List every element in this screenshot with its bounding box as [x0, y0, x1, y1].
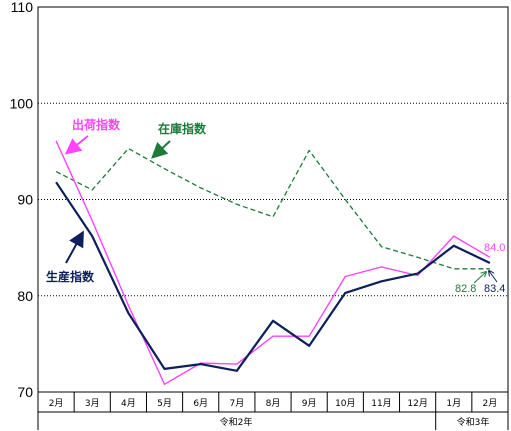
x-tick-label: 12月 [407, 398, 427, 409]
data-series [55, 140, 491, 385]
y-axis-ticks: 70 80 90 100 110 [10, 0, 34, 400]
x-tick-label: 11月 [371, 398, 391, 409]
end-value-shipment: 84.0 [484, 242, 505, 254]
era-label-reiwa2: 令和2年 [220, 416, 253, 428]
series-line-inventory [55, 147, 490, 270]
callout-production-label: 生産指数 [46, 269, 95, 284]
series-line-shipment [55, 140, 491, 385]
end-arrow-inventory [473, 272, 486, 284]
x-tick-label: 7月 [229, 398, 244, 409]
y-tick-label: 100 [10, 95, 34, 111]
grid-lines [37, 6, 509, 393]
x-tick-label: 6月 [193, 398, 208, 409]
callout-inventory-arrow [151, 140, 171, 159]
era-label-reiwa3: 令和3年 [457, 416, 490, 428]
y-tick-label: 70 [17, 384, 33, 400]
y-tick-label: 110 [11, 0, 34, 15]
series-line-production [55, 181, 491, 372]
x-tick-label: 9月 [302, 398, 317, 409]
y-tick-label: 80 [17, 288, 33, 304]
callout-production-arrow [65, 230, 84, 264]
x-tick-label: 2月 [49, 398, 64, 409]
end-value-inventory: 82.8 [455, 283, 476, 295]
callout-shipment-label: 出荷指数 [72, 117, 121, 132]
x-tick-label: 4月 [121, 398, 136, 409]
callout-inventory-label: 在庫指数 [158, 121, 207, 136]
x-tick-label: 1月 [446, 398, 461, 409]
plot-frame [37, 6, 509, 393]
x-tick-label: 8月 [266, 398, 281, 409]
x-tick-label: 10月 [335, 398, 355, 409]
end-arrow-production [489, 271, 498, 283]
x-axis: 2月 3月 4月 5月 6月 7月 8月 9月 10月 11月 12月 1月 2月 [37, 392, 509, 430]
callout-shipment-arrow [64, 135, 89, 155]
x-tick-label: 5月 [157, 398, 172, 409]
end-value-production: 83.4 [484, 283, 505, 295]
x-tick-label: 2月 [483, 398, 498, 409]
x-tick-label: 3月 [85, 398, 100, 409]
y-tick-label: 90 [17, 192, 33, 208]
